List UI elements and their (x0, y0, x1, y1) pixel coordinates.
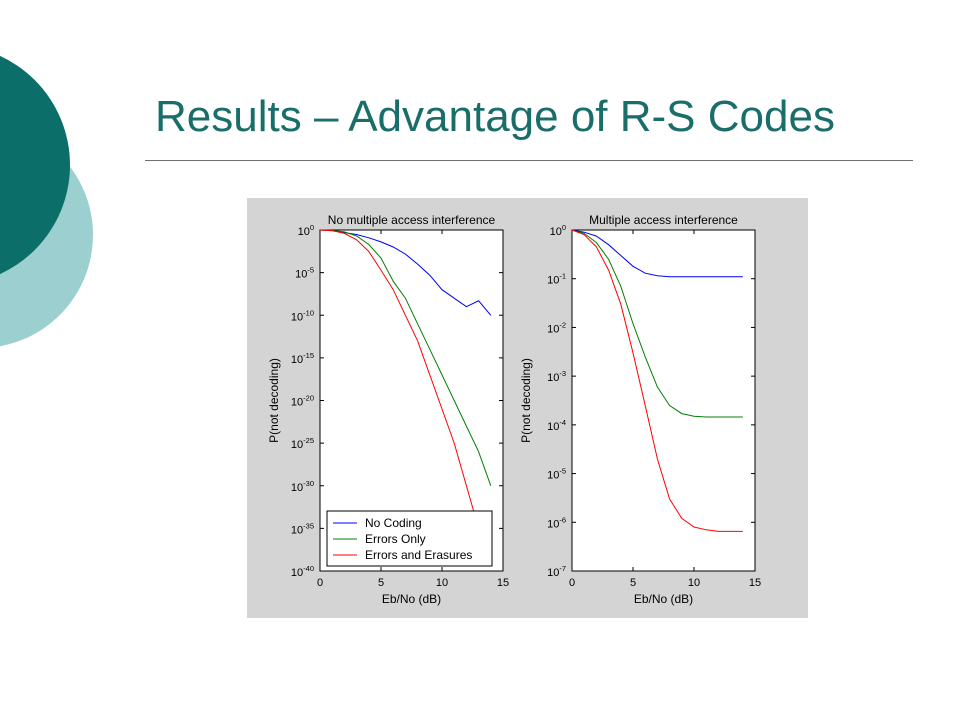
chart1-ytick-label: 10-5 (295, 266, 314, 281)
chart1-xtick-label: 15 (497, 577, 509, 589)
chart1-ytick-label: 10-15 (291, 351, 314, 366)
slide-decoration (0, 55, 93, 347)
chart2-ytick-label: 100 (550, 223, 566, 238)
figure-panel: No multiple access interference 0 5 10 15 100… (247, 198, 808, 618)
chart1-xtick-label: 5 (378, 577, 384, 589)
chart2-plot-area (571, 229, 756, 572)
chart1-ytick-label: 100 (298, 223, 314, 238)
chart2-xtick-label: 0 (569, 577, 575, 589)
chart2-ytick-label: 10-7 (547, 564, 566, 579)
chart2-ytick-label: 10-3 (547, 369, 566, 384)
chart2-ytick-label: 10-1 (547, 272, 566, 287)
chart1-ytick-label: 10-25 (291, 436, 314, 451)
chart1-xlabel: Eb/No (dB) (382, 592, 441, 606)
chart1-ytick-label: 10-30 (291, 479, 314, 494)
chart2-ytick-label: 10-5 (547, 467, 566, 482)
chart1-xtick-label: 0 (317, 577, 323, 589)
decoration-circle-dark (0, 55, 70, 275)
chart2-xlabel: Eb/No (dB) (634, 592, 693, 606)
chart2-ylabel: P(not decoding) (519, 358, 533, 443)
chart2-xtick-label: 15 (749, 577, 761, 589)
chart1-series-errors-only (319, 229, 492, 486)
legend-label-no-coding: No Coding (365, 516, 422, 530)
chart1-series-errors-and-erasures (319, 229, 492, 563)
legend-label-errors-and-erasures: Errors and Erasures (365, 548, 472, 562)
chart1-ytick-label: 10-10 (291, 308, 314, 323)
chart1-xtick-label: 10 (436, 577, 448, 589)
chart1-group: No multiple access interference 0 5 10 15 100… (267, 213, 509, 606)
chart2-title: Multiple access interference (589, 213, 738, 227)
chart2-series-no-coding (571, 229, 743, 278)
chart2-ytick-label: 10-2 (547, 320, 566, 335)
chart2-xtick-label: 5 (630, 577, 636, 589)
slide-title: Results – Advantage of R-S Codes (155, 92, 835, 141)
chart2-ytick-label: 10-4 (547, 418, 566, 433)
chart2-series-errors-and-erasures (571, 229, 743, 532)
chart1-ylabel: P(not decoding) (267, 358, 281, 443)
title-divider (145, 160, 913, 161)
chart2-xtick-label: 10 (688, 577, 700, 589)
chart1-ytick-label: 10-40 (291, 564, 314, 579)
chart1-ytick-label: 10-35 (291, 521, 314, 536)
chart2-series-errors-only (571, 229, 743, 418)
chart1-legend: No Coding Errors Only Errors and Erasures (326, 510, 493, 567)
chart1-ytick-label: 10-20 (291, 394, 314, 409)
chart2-group: Multiple access interference 0 5 10 15 100 10-… (519, 213, 761, 606)
legend-label-errors-only: Errors Only (365, 532, 426, 546)
chart1-title: No multiple access interference (328, 213, 496, 227)
chart2-ytick-label: 10-6 (547, 515, 566, 530)
